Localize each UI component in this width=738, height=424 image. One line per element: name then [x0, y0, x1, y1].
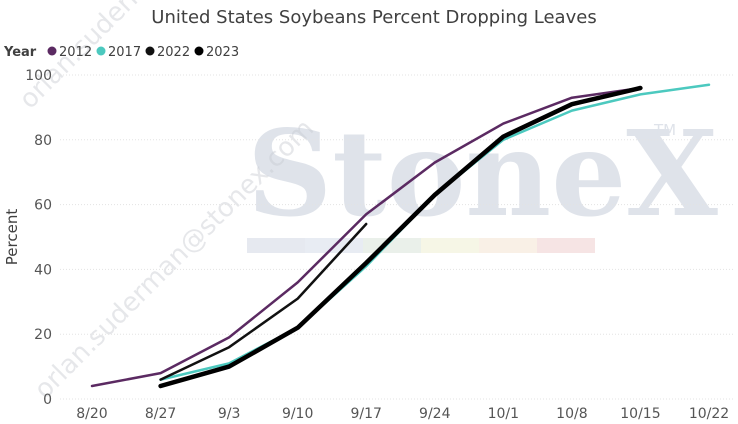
plot-area [90, 83, 711, 389]
series-line-2012 [90, 86, 642, 388]
x-tick-label: 10/8 [556, 406, 587, 422]
watermark-band [537, 238, 595, 253]
legend-marker [96, 46, 106, 56]
legend-label: 2022 [157, 45, 190, 60]
x-tick-label: 9/10 [282, 406, 313, 422]
series-line-2022 [159, 222, 368, 381]
watermark-band [421, 238, 479, 253]
watermark-email: orlan.suderman@stonex.com [29, 114, 320, 405]
watermark-band [479, 238, 537, 253]
y-tick-label: 60 [34, 198, 52, 214]
watermark-band [247, 238, 305, 253]
x-tick-label: 8/27 [145, 406, 176, 422]
y-tick-label: 80 [34, 133, 52, 149]
legend-label: 2023 [206, 45, 239, 60]
legend-marker [194, 46, 204, 56]
chart-title: United States Soybeans Percent Dropping … [151, 7, 596, 28]
x-tick-label: 9/17 [350, 406, 381, 422]
y-tick-label: 40 [34, 262, 52, 278]
y-tick-label: 20 [34, 327, 52, 343]
legend-title: Year [3, 45, 37, 60]
y-tick-label: 0 [43, 392, 52, 408]
x-tick-label: 9/24 [419, 406, 451, 422]
x-tick-label: 10/15 [620, 406, 660, 422]
x-tick-label: 10/1 [488, 406, 519, 422]
legend-marker [47, 46, 57, 56]
legend-label: 2017 [108, 45, 141, 60]
watermark: StoneX TM orlan.suderman@stonex.com orla… [14, 0, 719, 405]
y-axis-title: Percent [3, 209, 21, 266]
x-tick-label: 10/22 [689, 406, 729, 422]
watermark-logo: StoneX [247, 104, 718, 243]
watermark-trademark: TM [653, 121, 676, 139]
legend: Year 2012 2017 2022 2023 [3, 45, 239, 60]
legend-label: 2012 [59, 45, 92, 60]
x-tick-label: 8/20 [76, 406, 107, 422]
series-line-2023 [158, 85, 643, 389]
y-tick-label: 100 [25, 68, 52, 84]
x-axis: 8/20 8/27 9/3 9/10 9/17 9/24 10/1 10/8 10/15 10/2… [76, 406, 729, 422]
y-axis: 0 20 40 60 80 100 [25, 68, 52, 408]
x-tick-label: 9/3 [218, 406, 241, 422]
legend-marker [145, 46, 155, 56]
